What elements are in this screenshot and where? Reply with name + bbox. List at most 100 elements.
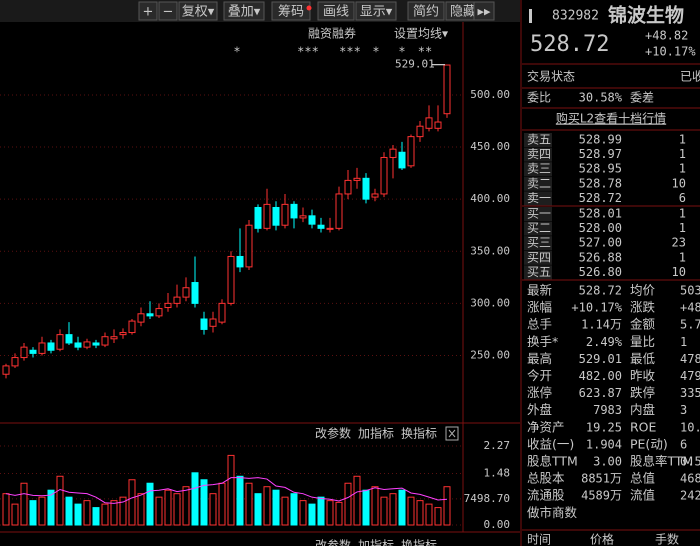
- book-price: 528.78: [579, 176, 622, 190]
- chart-link[interactable]: 设置均线▾: [394, 27, 448, 41]
- close-icon: [448, 429, 456, 438]
- toolbar-button[interactable]: [271, 1, 311, 21]
- stat-value: 3.00: [593, 455, 622, 469]
- volume-bar: [227, 454, 235, 526]
- book-label: 卖一: [527, 191, 551, 205]
- toolbar-label[interactable]: 隐藏: [450, 5, 476, 20]
- book-price: 526.80: [579, 265, 622, 279]
- trades-header: 时间: [527, 533, 551, 546]
- candle-body: [326, 227, 334, 230]
- toolbar-button[interactable]: [138, 1, 158, 21]
- book-volume: 10: [672, 176, 686, 190]
- stat-value: 1: [680, 335, 687, 349]
- price-change-pct: +10.17%: [645, 45, 696, 59]
- event-marker: *: [398, 45, 405, 59]
- toolbar-label[interactable]: 显示▾: [360, 5, 393, 20]
- toolbar-button[interactable]: [158, 1, 178, 21]
- stat-label: 跌停: [630, 385, 655, 400]
- diff-label: 委差: [630, 91, 654, 105]
- book-price: 528.95: [579, 162, 622, 176]
- stock-code: 832982: [552, 9, 599, 24]
- candle-body: [434, 121, 442, 129]
- stat-label: 涨停: [527, 385, 552, 400]
- candle-body: [2, 365, 10, 375]
- candle-body: [443, 64, 451, 115]
- indicator-menu[interactable]: 换指标: [401, 426, 437, 441]
- candle-body: [146, 313, 154, 317]
- book-label-bg: [524, 191, 552, 206]
- chart-link[interactable]: 融资融券: [308, 26, 356, 41]
- volume-bar: [173, 493, 181, 526]
- toolbar-label[interactable]: 复权▾: [182, 4, 215, 20]
- book-label-bg: [524, 147, 552, 162]
- volume-bar: [308, 503, 316, 526]
- stat-label: 做市商数: [527, 505, 578, 520]
- toolbar-button[interactable]: [355, 1, 397, 21]
- indicator-menu[interactable]: 加指标: [358, 538, 394, 546]
- toolbar-button[interactable]: [223, 1, 265, 21]
- trades-header: 价格: [590, 532, 614, 546]
- toolbar-label[interactable]: 画线: [323, 5, 349, 20]
- toolbar-label[interactable]: 筹码: [278, 4, 304, 20]
- toolbar-button[interactable]: [407, 1, 445, 21]
- volume-bar: [65, 496, 73, 526]
- stat-label: 总手: [527, 317, 552, 332]
- candle-body: [389, 148, 397, 158]
- indicator-menu[interactable]: 加指标: [358, 426, 394, 441]
- book-volume: 1: [679, 207, 686, 221]
- volume-bar: [335, 501, 343, 526]
- book-label-bg: [524, 265, 552, 280]
- toolbar-label[interactable]: ▸▸: [477, 5, 491, 20]
- candle-body: [263, 203, 271, 229]
- volume-bar: [191, 472, 199, 526]
- stat-label: 净资产: [527, 419, 565, 434]
- stat-value: 3: [680, 403, 687, 417]
- candle-body: [290, 203, 298, 219]
- indicator-menu[interactable]: 换指标: [401, 538, 437, 546]
- stat-value: 478: [680, 352, 700, 366]
- indicator-menu[interactable]: 改参数: [315, 538, 351, 546]
- last-price: 528.72: [530, 32, 609, 57]
- toolbar-button[interactable]: [317, 1, 355, 21]
- stat-value: 4589万: [581, 489, 622, 503]
- candle-body: [119, 332, 127, 336]
- candle-body: [380, 156, 388, 195]
- y-tick-label: 300.00: [470, 296, 510, 309]
- toolbar-label[interactable]: 叠加▾: [228, 5, 261, 20]
- l2-link[interactable]: 购买L2查看十档行情: [556, 111, 666, 126]
- close-button[interactable]: [445, 426, 459, 441]
- stat-value: 1.904: [586, 437, 622, 451]
- stat-label: 换手*: [527, 334, 558, 349]
- toolbar-label[interactable]: +: [143, 5, 154, 20]
- volume-bar: [218, 482, 226, 526]
- stat-label: 均价: [630, 283, 656, 298]
- toolbar-label[interactable]: −: [163, 5, 174, 20]
- toolbar-button[interactable]: [473, 1, 495, 21]
- toolbar-button[interactable]: [178, 1, 218, 21]
- volume-bar: [443, 486, 451, 526]
- book-volume: 10: [672, 265, 686, 279]
- status-value: 已收: [680, 70, 700, 84]
- candle-body: [299, 215, 307, 219]
- volume-bar: [263, 486, 271, 526]
- candle-body: [56, 334, 64, 350]
- candle-body: [200, 318, 208, 330]
- volume-bar: [20, 482, 28, 526]
- toolbar-label[interactable]: 简约: [413, 4, 439, 20]
- stock-name: 锦波生物: [608, 4, 684, 27]
- y-tick-label: 2.27: [484, 439, 511, 452]
- stat-label: 涨跌: [630, 300, 656, 315]
- stat-value: 242.: [680, 489, 700, 503]
- volume-bar: [47, 489, 55, 526]
- y-tick-label: 0.00: [484, 518, 511, 531]
- stat-value: 8851万: [581, 472, 622, 486]
- book-price: 528.97: [579, 147, 622, 161]
- volume-bar: [344, 482, 352, 526]
- book-label: 卖三: [527, 162, 551, 176]
- y-tick-label: 250.00: [470, 348, 510, 361]
- volume-bar: [389, 493, 397, 526]
- indicator-menu[interactable]: 改参数: [315, 426, 351, 441]
- stat-label: ROE: [630, 419, 657, 434]
- volume-bar: [83, 500, 91, 526]
- candle-body: [218, 302, 226, 323]
